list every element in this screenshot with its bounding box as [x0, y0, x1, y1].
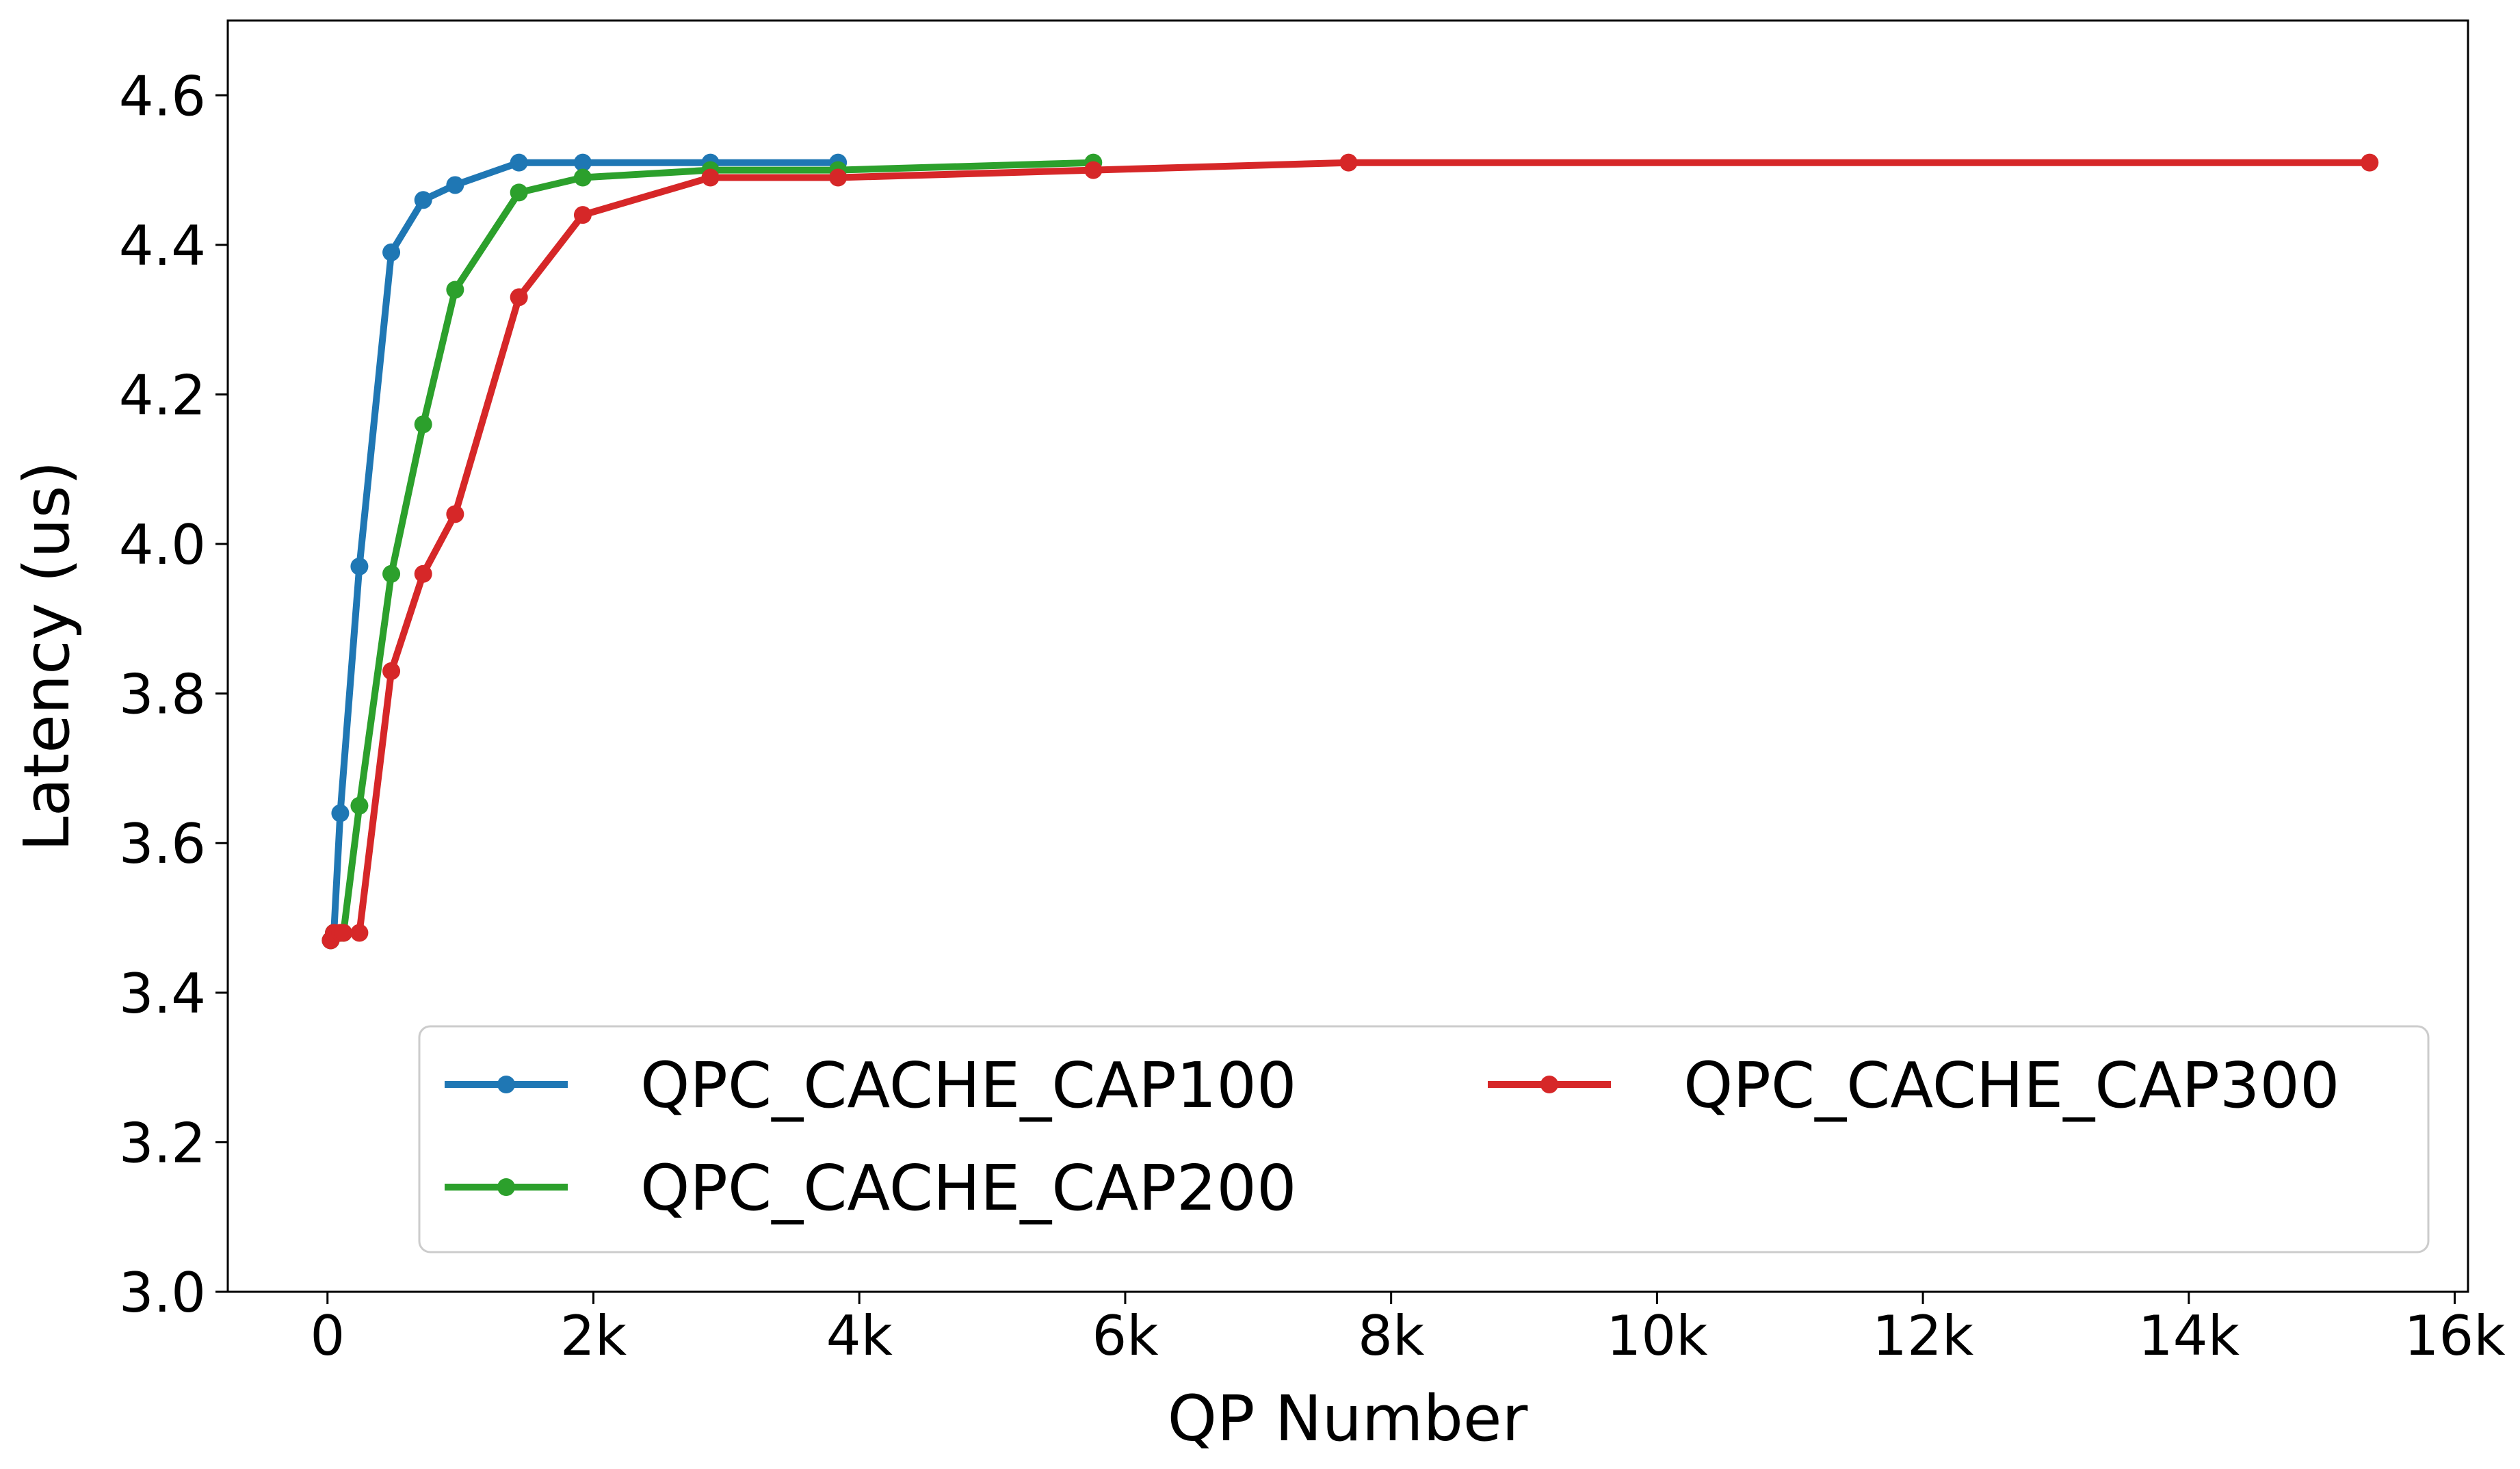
series-line-3 [327, 159, 2374, 944]
legend-swatch-marker [1540, 1076, 1558, 1093]
series-3-point [446, 505, 464, 523]
x-axis-label: QP Number [1168, 1382, 1528, 1455]
y-tick-label: 4.0 [119, 513, 206, 577]
y-tick-label: 4.6 [119, 64, 206, 128]
y-tick-label: 3.4 [119, 962, 206, 1026]
series-1-point [331, 804, 350, 822]
series-1-point [350, 557, 369, 575]
plot-frame [226, 19, 2469, 1293]
series-2-point [350, 796, 369, 815]
legend-swatch-marker [497, 1076, 515, 1093]
x-axis-ticks: 0 2k 4k 6k 8k 10k 12k 14k 16k [310, 1292, 2506, 1368]
series-3-point [414, 564, 432, 583]
series-1-point [573, 153, 592, 172]
series-3-point [510, 288, 528, 307]
y-tick-label: 4.2 [119, 363, 206, 427]
x-tick-label: 4k [826, 1304, 893, 1368]
legend-label: QPC_CACHE_CAP200 [640, 1152, 1297, 1225]
series-3-point [2361, 153, 2379, 172]
legend-box [418, 1025, 2430, 1253]
x-tick-label: 12k [1872, 1304, 1974, 1368]
series-3-point [382, 662, 401, 680]
x-tick-label: 14k [2138, 1304, 2240, 1368]
series-3-point [1339, 153, 1358, 172]
y-axis-label: Latency (us) [10, 461, 83, 852]
y-axis-ticks: 3.0 3.2 3.4 3.6 3.8 4.0 4.2 4.4 4.6 [119, 64, 228, 1325]
series-3-point [1084, 161, 1103, 179]
series-2-point [510, 183, 528, 202]
y-tick-label: 3.6 [119, 812, 206, 876]
x-tick-label: 16k [2404, 1304, 2506, 1368]
legend: QPC_CACHE_CAP100 QPC_CACHE_CAP200 QPC_CACH… [418, 1025, 2430, 1253]
series-1-point [510, 153, 528, 172]
series-3-point [334, 924, 353, 942]
series-2-point [382, 564, 401, 583]
series-2-point [573, 168, 592, 187]
series-line-1 [327, 159, 842, 944]
series-1-point [446, 176, 464, 194]
series-1-point [414, 191, 432, 209]
x-tick-label: 2k [560, 1304, 627, 1368]
x-tick-label: 6k [1092, 1304, 1159, 1368]
x-tick-label: 8k [1358, 1304, 1425, 1368]
series-2-point [414, 415, 432, 434]
series-3-point [701, 168, 720, 187]
series-3-point [573, 206, 592, 224]
series-3-point [829, 168, 848, 187]
y-tick-label: 3.0 [119, 1261, 206, 1325]
y-tick-label: 3.8 [119, 663, 206, 727]
plot-markers [321, 153, 2379, 950]
series-1-point [382, 243, 401, 261]
x-tick-label: 0 [310, 1304, 345, 1368]
series-2-point [446, 281, 464, 299]
x-tick-label: 10k [1606, 1304, 1708, 1368]
series-line-2 [327, 159, 1097, 944]
legend-swatch-marker [497, 1178, 515, 1196]
legend-label: QPC_CACHE_CAP300 [1683, 1049, 2340, 1122]
y-tick-label: 4.4 [119, 214, 206, 278]
legend-label: QPC_CACHE_CAP100 [640, 1049, 1297, 1122]
series-3-point [350, 924, 369, 942]
y-tick-label: 3.2 [119, 1111, 206, 1175]
plot-lines [327, 159, 2374, 944]
